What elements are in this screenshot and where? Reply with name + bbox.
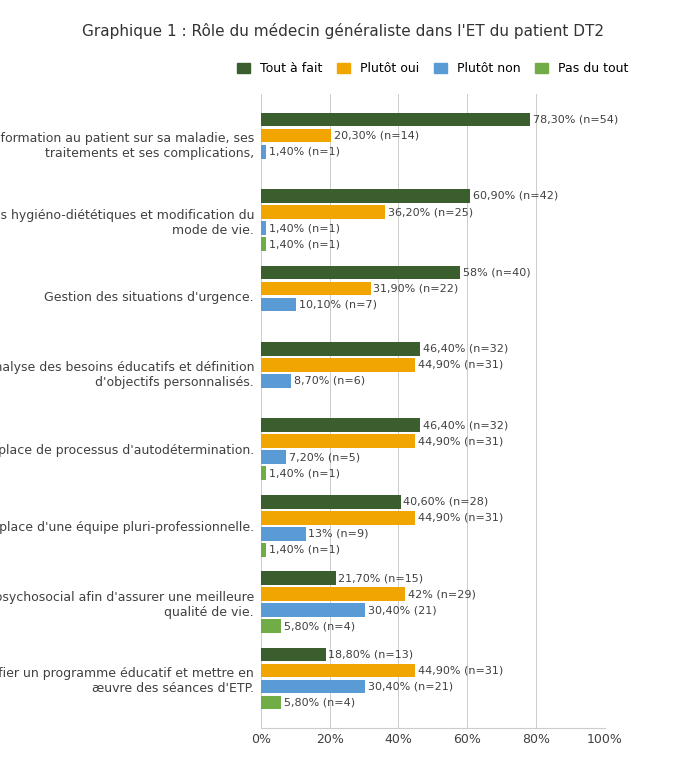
- Text: 1,40% (n=1): 1,40% (n=1): [269, 146, 339, 157]
- Text: 30,40% (21): 30,40% (21): [368, 605, 437, 615]
- Text: 44,90% (n=31): 44,90% (n=31): [418, 513, 504, 523]
- Text: 44,90% (n=31): 44,90% (n=31): [418, 666, 504, 676]
- Text: 46,40% (n=32): 46,40% (n=32): [423, 420, 508, 430]
- Bar: [261, 205, 385, 219]
- Bar: [261, 619, 281, 633]
- Bar: [261, 543, 266, 557]
- Text: Graphique 1 : Rôle du médecin généraliste dans l'ET du patient DT2: Graphique 1 : Rôle du médecin généralist…: [82, 23, 605, 39]
- Bar: [261, 298, 296, 312]
- Text: 40,60% (n=28): 40,60% (n=28): [403, 496, 488, 507]
- Text: 1,40% (n=1): 1,40% (n=1): [269, 239, 339, 249]
- Text: 36,20% (n=25): 36,20% (n=25): [388, 207, 473, 217]
- Legend: Tout à fait, Plutôt oui, Plutôt non, Pas du tout: Tout à fait, Plutôt oui, Plutôt non, Pas…: [238, 62, 628, 75]
- Bar: [261, 648, 326, 662]
- Bar: [261, 189, 471, 203]
- Bar: [261, 495, 401, 508]
- Text: 1,40% (n=1): 1,40% (n=1): [269, 545, 339, 555]
- Bar: [261, 145, 266, 158]
- Bar: [261, 680, 365, 694]
- Text: 31,90% (n=22): 31,90% (n=22): [374, 283, 459, 294]
- Bar: [261, 696, 281, 709]
- Bar: [261, 358, 415, 372]
- Bar: [261, 221, 266, 235]
- Text: 46,40% (n=32): 46,40% (n=32): [423, 344, 508, 354]
- Bar: [261, 342, 420, 355]
- Bar: [261, 113, 530, 126]
- Text: 30,40% (n=21): 30,40% (n=21): [368, 681, 453, 691]
- Text: 44,90% (n=31): 44,90% (n=31): [418, 360, 504, 370]
- Text: 42% (n=29): 42% (n=29): [408, 589, 476, 599]
- Text: 5,80% (n=4): 5,80% (n=4): [284, 621, 355, 631]
- Bar: [261, 511, 415, 525]
- Text: 60,90% (n=42): 60,90% (n=42): [473, 191, 559, 201]
- Bar: [261, 664, 415, 677]
- Text: 10,10% (n=7): 10,10% (n=7): [299, 299, 376, 309]
- Bar: [261, 374, 291, 388]
- Bar: [261, 282, 371, 295]
- Bar: [261, 128, 331, 143]
- Bar: [261, 265, 460, 280]
- Text: 5,80% (n=4): 5,80% (n=4): [284, 698, 355, 708]
- Text: 1,40% (n=1): 1,40% (n=1): [269, 468, 339, 478]
- Text: 78,30% (n=54): 78,30% (n=54): [533, 114, 618, 124]
- Bar: [261, 527, 306, 540]
- Text: 13% (n=9): 13% (n=9): [308, 529, 369, 539]
- Bar: [261, 237, 266, 251]
- Bar: [261, 587, 405, 601]
- Text: 1,40% (n=1): 1,40% (n=1): [269, 223, 339, 233]
- Bar: [261, 418, 420, 432]
- Bar: [261, 450, 286, 464]
- Text: 44,90% (n=31): 44,90% (n=31): [418, 436, 504, 446]
- Text: 18,80% (n=13): 18,80% (n=13): [328, 649, 414, 659]
- Bar: [261, 571, 336, 585]
- Text: 7,20% (n=5): 7,20% (n=5): [289, 453, 360, 462]
- Bar: [261, 603, 365, 617]
- Text: 21,70% (n=15): 21,70% (n=15): [339, 573, 423, 583]
- Text: 8,70% (n=6): 8,70% (n=6): [294, 376, 365, 386]
- Bar: [261, 435, 415, 448]
- Text: 58% (n=40): 58% (n=40): [463, 267, 530, 277]
- Text: 20,30% (n=14): 20,30% (n=14): [334, 131, 418, 141]
- Bar: [261, 467, 266, 480]
